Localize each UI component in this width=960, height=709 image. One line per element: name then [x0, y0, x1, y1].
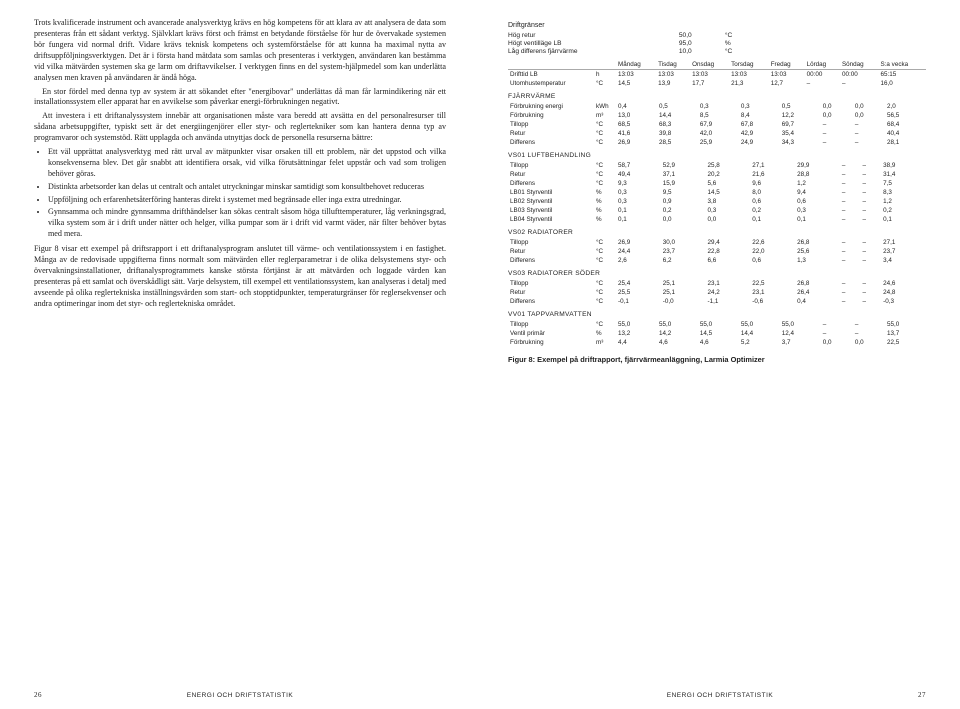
data-table: Tillopp°C58,752,925,827,129,9––38,9Retur… — [508, 161, 926, 224]
page-number-right: 27 — [918, 691, 926, 699]
left-body: Trots kvalificerade instrument och avanc… — [34, 18, 446, 309]
table-row: LB04 Styrventil%0,10,00,00,10,1––0,1 — [508, 215, 926, 224]
table-row: Tillopp°C58,752,925,827,129,9––38,9 — [508, 161, 926, 170]
table-row: Differens°C9,315,95,69,61,2––7,5 — [508, 179, 926, 188]
data-table: Förbrukning energikWh0,40,50,30,30,50,00… — [508, 102, 926, 147]
table-row: Tillopp°C55,055,055,055,055,0––55,0 — [508, 320, 926, 329]
table-row: LB02 Styrventil%0,30,93,80,60,6––1,2 — [508, 197, 926, 206]
bullet-1: Ett väl upprättat analysverktyg med rätt… — [48, 147, 446, 180]
table-row: LB01 Styrventil%0,39,514,58,09,4––8,3 — [508, 188, 926, 197]
table-row: Förbrukningm³4,44,64,65,23,70,00,022,5 — [508, 338, 926, 347]
table-row: Tillopp°C68,568,367,967,869,7––68,4 — [508, 120, 926, 129]
section-title: VV01 TAPPVARMVATTEN — [508, 311, 926, 318]
footer-title-left: ENERGI OCH DRIFTSTATISTIK — [187, 692, 294, 699]
para-4: Figur 8 visar ett exempel på driftsrappo… — [34, 244, 446, 310]
data-table: Tillopp°C55,055,055,055,055,0––55,0Venti… — [508, 320, 926, 347]
section-title: FJÄRRVÄRME — [508, 93, 926, 100]
para-2: En stor fördel med denna typ av system ä… — [34, 87, 446, 109]
page-number-left: 26 — [34, 691, 42, 699]
bullet-3: Uppföljning och erfarenhetsåterföring ha… — [48, 195, 446, 206]
table-row: Differens°C2,66,26,60,61,3––3,4 — [508, 256, 926, 265]
page-left: Trots kvalificerade instrument och avanc… — [0, 0, 480, 709]
para-1: Trots kvalificerade instrument och avanc… — [34, 18, 446, 84]
section-title: VS01 LUFTBEHANDLING — [508, 152, 926, 159]
para-3: Att investera i ett driftanalyssystem in… — [34, 111, 446, 144]
table-row: Retur°C49,437,120,221,628,8––31,4 — [508, 170, 926, 179]
data-table: Tillopp°C26,930,029,422,626,8––27,1Retur… — [508, 238, 926, 265]
section-title: VS02 RADIATORER — [508, 229, 926, 236]
section-title: VS03 RADIATORER SÖDER — [508, 270, 926, 277]
bullet-list: Ett väl upprättat analysverktyg med rätt… — [34, 147, 446, 240]
meta-title: Driftgränser — [508, 22, 926, 29]
data-table: Tillopp°C25,425,123,122,526,8––24,6Retur… — [508, 279, 926, 306]
table-row: Ventil primär%13,214,214,514,412,4––13,7 — [508, 329, 926, 338]
bullet-2: Distinkta arbetsorder kan delas ut centr… — [48, 182, 446, 193]
table-row: Tillopp°C26,930,029,422,626,8––27,1 — [508, 238, 926, 247]
bullet-4: Gynnsamma och mindre gynnsamma drifthänd… — [48, 207, 446, 240]
figure-caption: Figur 8: Exempel på driftrapport, fjärrv… — [508, 355, 926, 364]
table-row: Retur°C25,525,124,223,126,4––24,8 — [508, 288, 926, 297]
table-row: Retur°C24,423,722,822,025,6––23,7 — [508, 247, 926, 256]
table-row: Differens°C-0,1-0,0-1,1-0,60,4––-0,3 — [508, 297, 926, 306]
report-block: Driftgränser Hög retur50,0°CHögt ventill… — [508, 22, 926, 364]
table-row: Tillopp°C25,425,123,122,526,8––24,6 — [508, 279, 926, 288]
page-right: Driftgränser Hög retur50,0°CHögt ventill… — [480, 0, 960, 709]
day-header-table: MåndagTisdagOnsdagTorsdagFredagLördagSön… — [508, 60, 926, 88]
footer-title-right: ENERGI OCH DRIFTSTATISTIK — [667, 692, 774, 699]
table-row: LB03 Styrventil%0,10,20,30,20,3––0,2 — [508, 206, 926, 215]
table-row: Differens°C26,928,525,924,934,3––28,1 — [508, 138, 926, 147]
table-row: Förbrukningm³13,014,48,58,412,20,00,056,… — [508, 111, 926, 120]
table-row: Retur°C41,639,842,042,935,4––40,4 — [508, 129, 926, 138]
table-row: Förbrukning energikWh0,40,50,30,30,50,00… — [508, 102, 926, 111]
meta-table: Hög retur50,0°CHögt ventilläge LB95,0%Lå… — [508, 32, 759, 56]
